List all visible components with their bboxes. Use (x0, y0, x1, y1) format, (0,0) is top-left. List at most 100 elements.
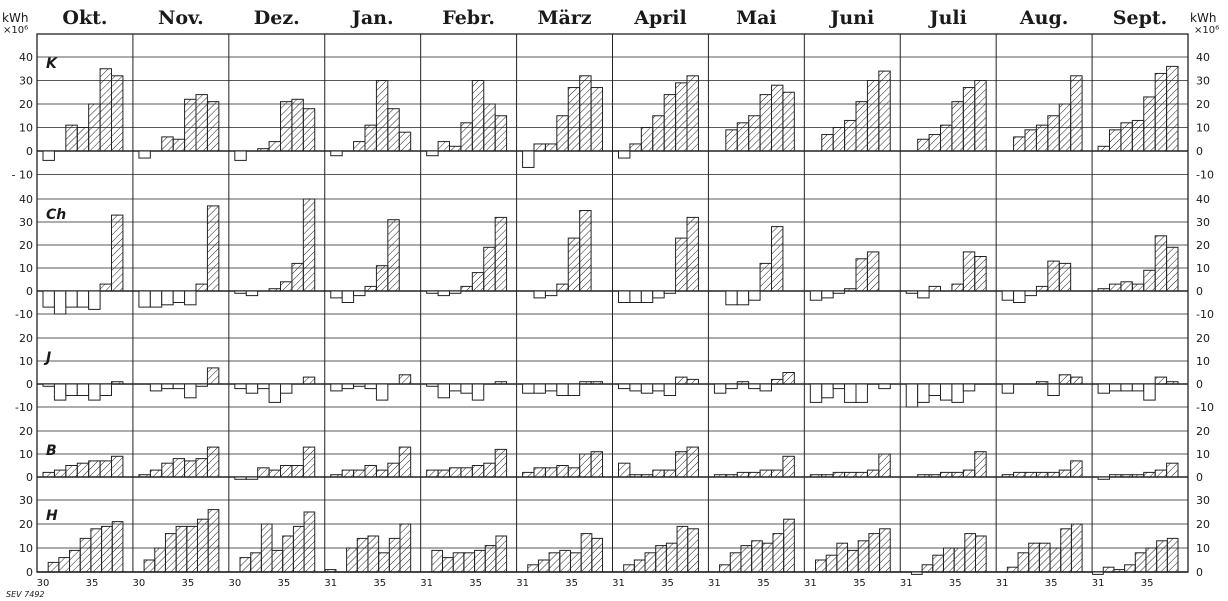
bar-H-April (644, 552, 657, 573)
bar-J-Nov. (206, 367, 220, 385)
bar-Ch-Mai (759, 262, 773, 292)
bar-Ch-Okt. (65, 290, 78, 308)
bar-B-Juni (809, 474, 823, 478)
y-tick-label-right: -10 (1196, 401, 1214, 414)
bar-B-Nov. (161, 462, 174, 478)
bar-B-März (590, 451, 604, 478)
bar-K-Juli (974, 80, 987, 152)
bar-Ch-Juni (855, 258, 868, 292)
bar-Ch-Jan. (364, 285, 377, 292)
bar-H-Mai (761, 542, 774, 573)
y-tick-label-right: 40 (1196, 193, 1210, 206)
month-label: Febr. (442, 7, 495, 29)
bar-H-April (665, 542, 678, 573)
x-tick-label: 35 (469, 578, 482, 589)
bar-H-Okt. (111, 521, 124, 573)
bar-B-Jan. (387, 462, 400, 478)
bar-J-März (533, 383, 546, 394)
bar-B-Aug. (1013, 471, 1026, 478)
bar-Ch-Febr. (449, 290, 462, 294)
bar-J-Sept. (1109, 383, 1122, 392)
bar-K-Mai (748, 115, 761, 152)
bar-K-April (629, 143, 642, 152)
bar-Ch-Sept. (1109, 283, 1122, 292)
bar-H-Aug. (1038, 542, 1051, 573)
bar-Ch-Juli (917, 290, 930, 299)
bar-B-Nov. (138, 474, 151, 478)
bar-J-Febr. (449, 383, 462, 392)
bar-J-Nov. (184, 383, 197, 399)
bar-Ch-Jan. (353, 290, 366, 297)
bar-Ch-Mai (736, 290, 750, 306)
bar-K-März (556, 115, 569, 152)
bar-Ch-Febr. (426, 290, 439, 294)
bar-Ch-Nov. (161, 290, 174, 306)
bar-J-Nov. (149, 383, 163, 392)
bar-J-Juni (878, 383, 891, 390)
y-tick-label-right: 20 (1196, 239, 1210, 252)
bar-Ch-Nov. (172, 290, 186, 303)
bar-J-Aug. (1035, 381, 1049, 385)
bar-J-März (544, 383, 558, 392)
bar-B-Jan. (375, 469, 389, 478)
x-tick-label: 35 (853, 578, 866, 589)
bar-K-Dez. (280, 101, 293, 152)
bar-K-Aug. (1024, 129, 1037, 152)
y-tick-label-left: -10 (15, 308, 33, 321)
bar-Ch-Dez. (302, 198, 316, 292)
bar-J-Juni (832, 383, 846, 390)
bar-Ch-Febr. (494, 216, 508, 292)
bar-B-Juli (974, 451, 987, 478)
bar-H-April (623, 564, 635, 573)
bar-K-Sept. (1166, 65, 1179, 152)
bar-K-Nov. (161, 136, 174, 152)
y-tick-label-right: 10 (1196, 448, 1210, 461)
bar-J-Febr. (494, 381, 508, 385)
bar-K-Aug. (1058, 103, 1072, 152)
bar-B-Juni (866, 469, 880, 478)
bar-J-März (590, 381, 604, 385)
bar-B-Juni (878, 453, 891, 478)
bar-Ch-Mai (771, 226, 784, 292)
bar-B-Okt. (76, 462, 90, 478)
bar-J-Juli (940, 383, 953, 401)
bar-B-Mai (713, 474, 727, 478)
x-tick-label: 31 (996, 578, 1009, 589)
bar-Ch-Dez. (280, 281, 293, 292)
bar-K-Juni (832, 127, 846, 152)
bar-H-März (569, 552, 582, 573)
bar-Ch-Juli (962, 251, 976, 292)
bar-K-Jan. (330, 150, 343, 157)
bar-Ch-Nov. (149, 290, 163, 308)
bar-J-Mai (713, 383, 727, 394)
bar-H-Nov. (186, 525, 198, 573)
y-tick-label-left: 30 (19, 494, 33, 507)
bar-K-Febr. (449, 145, 462, 152)
bar-Ch-Dez. (268, 288, 281, 292)
bar-K-Juli (928, 134, 942, 152)
y-tick-label-right: 30 (1196, 216, 1210, 229)
bar-J-Febr. (471, 383, 485, 401)
bar-J-Mai (736, 381, 750, 385)
y-tick-label-left: 20 (19, 425, 33, 438)
bar-Ch-Dez. (245, 290, 259, 297)
bar-B-Sept. (1166, 462, 1179, 478)
bar-K-Juli (940, 124, 953, 152)
bar-B-Nov. (149, 469, 163, 478)
y-tick-label-right: 20 (1196, 518, 1210, 531)
bar-Ch-Juni (866, 251, 880, 292)
bar-K-Sept. (1143, 96, 1156, 152)
bar-B-Mai (759, 469, 773, 478)
y-tick-label-left: 0 (26, 378, 33, 391)
bar-H-Aug. (1049, 547, 1062, 573)
bar-Ch-April (618, 290, 631, 303)
bar-K-Juli (917, 138, 930, 152)
bar-K-Okt. (76, 127, 90, 152)
bar-H-Febr. (474, 549, 486, 573)
x-tick-label: 35 (565, 578, 578, 589)
bar-H-März (559, 549, 571, 573)
bar-H-Mai (751, 540, 763, 573)
bar-B-Mai (736, 471, 750, 478)
bar-H-Dez. (239, 557, 252, 573)
y-tick-label-left: -10 (15, 401, 33, 414)
